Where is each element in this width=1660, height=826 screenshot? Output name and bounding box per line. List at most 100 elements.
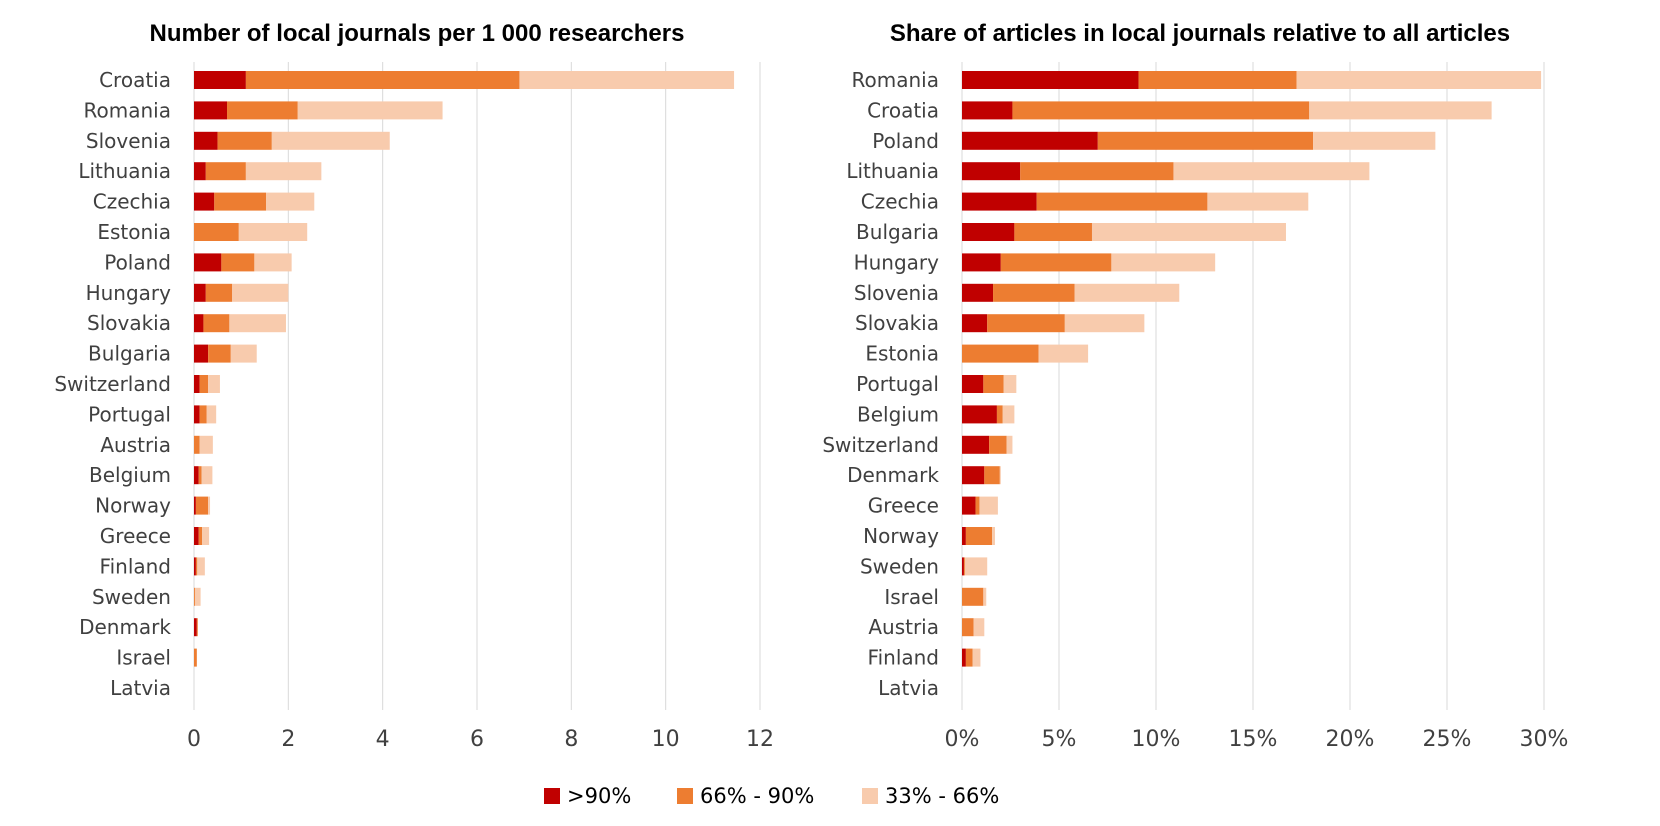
bar-segment: [1074, 283, 1180, 302]
category-label: Norway: [863, 524, 939, 548]
bar-segment: [1036, 192, 1208, 211]
category-label: Slovenia: [854, 281, 939, 305]
category-label: Poland: [104, 250, 171, 274]
bar-segment: [229, 314, 286, 333]
bar-segment: [983, 587, 987, 606]
bar-segment: [194, 618, 197, 637]
bar-segment: [992, 527, 995, 545]
bar-segment: [996, 405, 1003, 424]
bar-segment: [194, 496, 196, 515]
bar-segment: [962, 192, 1037, 211]
bar-segment: [214, 192, 267, 211]
x-tick-label: 15%: [1229, 727, 1278, 752]
bar-segment: [1111, 253, 1216, 272]
bar-segment: [208, 344, 231, 363]
bar-segment: [245, 71, 520, 89]
bar-segment: [962, 253, 1001, 272]
bar-segment: [975, 496, 980, 515]
bar-segment: [519, 71, 735, 89]
category-label: Latvia: [878, 676, 939, 700]
bar-segment: [1003, 375, 1017, 393]
legend-label-gt90: >90%: [567, 784, 631, 808]
bar-segment: [965, 527, 993, 545]
bar-segment: [197, 557, 205, 576]
bar-segment: [194, 527, 199, 545]
bar-segment: [199, 435, 213, 454]
bar-segment: [203, 314, 230, 333]
bar-segment: [962, 375, 984, 393]
bar-segment: [194, 283, 206, 302]
legend-label-33-66: 33% - 66%: [885, 784, 999, 808]
category-label: Sweden: [860, 554, 939, 578]
bar-segment: [999, 466, 1001, 485]
bar-segment: [205, 283, 233, 302]
bar-segment: [1309, 101, 1492, 120]
bar-segment: [965, 648, 973, 667]
category-label: Portugal: [856, 372, 939, 396]
x-tick-label: 25%: [1423, 727, 1472, 752]
bar-segment: [194, 131, 218, 150]
category-label: Lithuania: [846, 159, 939, 183]
category-label: Croatia: [99, 68, 171, 92]
category-label: Finland: [100, 554, 171, 578]
category-label: Estonia: [865, 342, 939, 366]
bar-segment: [208, 375, 220, 393]
bar-segment: [194, 557, 196, 576]
x-tick-label: 8: [564, 727, 578, 752]
category-label: Poland: [872, 129, 939, 153]
bar-segment: [202, 527, 210, 545]
bar-segment: [221, 253, 255, 272]
bar-segment: [271, 131, 390, 150]
x-tick-label: 10: [652, 727, 680, 752]
bar-segment: [194, 71, 246, 89]
x-tick-label: 10%: [1132, 727, 1181, 752]
category-label: Latvia: [110, 676, 171, 700]
bar-segment: [194, 648, 197, 667]
bar-segment: [962, 131, 1098, 150]
bar-segment: [194, 587, 201, 606]
category-label: Slovenia: [86, 129, 171, 153]
legend-swatch-66-90: [677, 788, 693, 804]
x-tick-label: 20%: [1326, 727, 1375, 752]
bar-segment: [962, 435, 990, 454]
x-tick-label: 0: [187, 727, 201, 752]
bar-segment: [962, 71, 1139, 89]
bar-segment: [1002, 405, 1015, 424]
bar-segment: [194, 101, 228, 120]
category-label: Czechia: [93, 190, 171, 214]
x-tick-label: 6: [470, 727, 484, 752]
bar-segment: [194, 405, 200, 424]
bar-segment: [1097, 131, 1314, 150]
bar-segment: [194, 375, 200, 393]
right-chart-title: Share of articles in local journals rela…: [890, 20, 1510, 47]
category-label: Belgium: [89, 463, 171, 487]
category-label: Israel: [116, 646, 171, 670]
bar-segment: [973, 618, 985, 637]
bar-segment: [1064, 314, 1145, 333]
bar-segment: [964, 557, 988, 576]
bar-segment: [983, 375, 1004, 393]
category-label: Lithuania: [78, 159, 171, 183]
bar-segment: [962, 466, 985, 485]
bar-segment: [198, 527, 203, 545]
bar-segment: [962, 162, 1021, 181]
left-chart-plot: 0 2 4 6 8 10 12 Croatia Romania Slovenia Lithuania…: [54, 62, 774, 752]
x-tick-label: 2: [281, 727, 295, 752]
bar-segment: [963, 557, 965, 576]
bar-segment: [194, 466, 199, 485]
bar-segment: [217, 131, 272, 150]
bar-segment: [206, 405, 217, 424]
category-label: Finland: [868, 646, 939, 670]
category-label: Sweden: [92, 585, 171, 609]
category-label: Czechia: [861, 190, 939, 214]
bar-segment: [1138, 71, 1297, 89]
category-label: Switzerland: [54, 372, 171, 396]
category-label: Bulgaria: [856, 220, 939, 244]
bar-segment: [1014, 223, 1092, 241]
category-label: Denmark: [847, 463, 939, 487]
bar-segment: [199, 375, 209, 393]
bar-segment: [195, 496, 209, 515]
category-label: Israel: [884, 585, 939, 609]
category-label: Austria: [868, 615, 939, 639]
